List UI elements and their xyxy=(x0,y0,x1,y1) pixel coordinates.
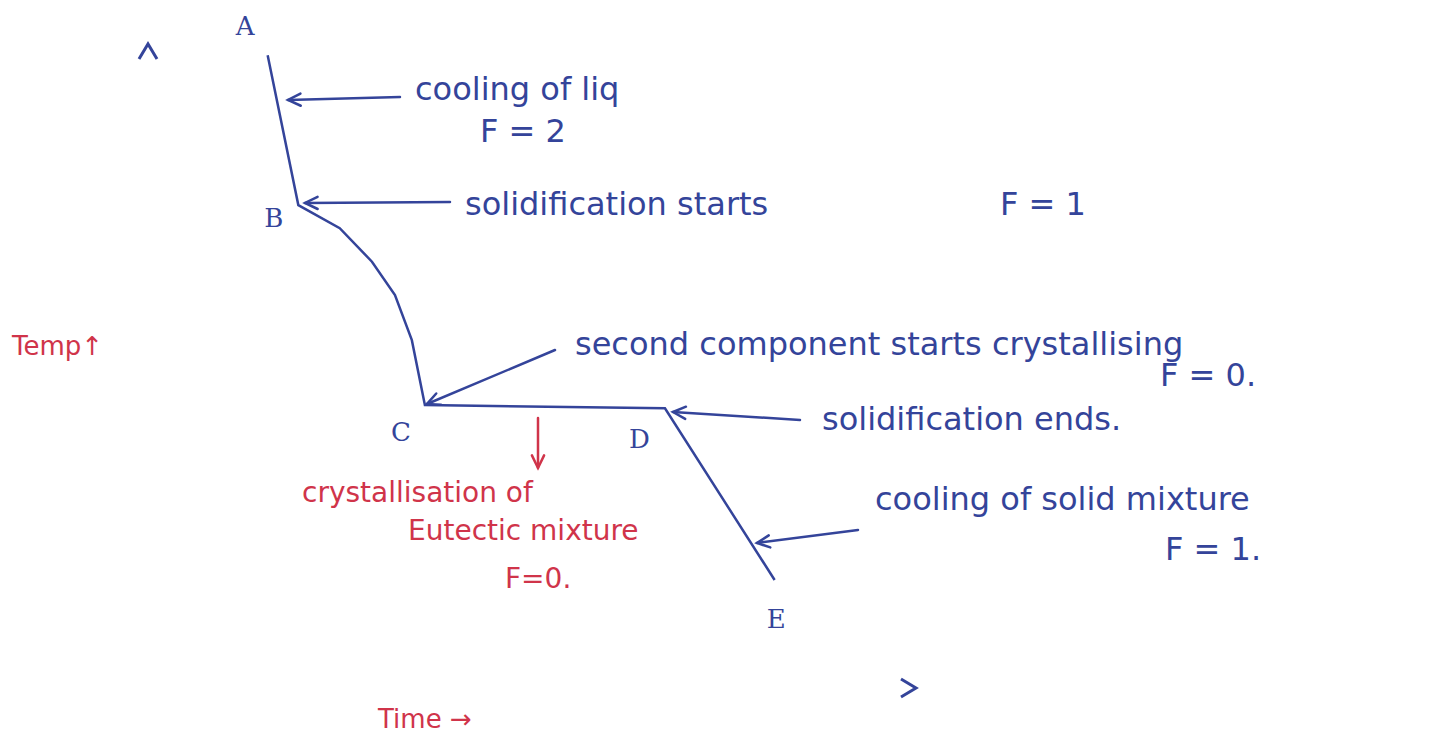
svg-text:Eutectic mixture: Eutectic mixture xyxy=(408,514,639,547)
svg-text:F = 1.: F = 1. xyxy=(1165,530,1261,568)
svg-text:F = 2: F = 2 xyxy=(480,112,566,150)
svg-text:D: D xyxy=(629,424,650,454)
svg-text:second component starts crysta: second component starts crystallising xyxy=(575,325,1183,363)
svg-text:Time →: Time → xyxy=(377,704,472,734)
svg-text:solidification ends.: solidification ends. xyxy=(822,400,1121,438)
svg-text:crystallisation of: crystallisation of xyxy=(302,476,534,509)
svg-text:E: E xyxy=(767,604,786,634)
svg-text:cooling of solid mixture: cooling of solid mixture xyxy=(875,480,1250,518)
svg-text:solidification starts: solidification starts xyxy=(465,185,768,223)
svg-text:C: C xyxy=(391,417,411,447)
svg-text:F = 0.: F = 0. xyxy=(1160,356,1256,394)
svg-text:A: A xyxy=(235,11,256,41)
svg-text:cooling of liq: cooling of liq xyxy=(415,70,619,108)
svg-text:F = 1: F = 1 xyxy=(1000,185,1086,223)
svg-text:B: B xyxy=(264,203,283,233)
svg-text:Temp↑: Temp↑ xyxy=(11,331,103,361)
svg-text:F=0.: F=0. xyxy=(505,562,571,595)
